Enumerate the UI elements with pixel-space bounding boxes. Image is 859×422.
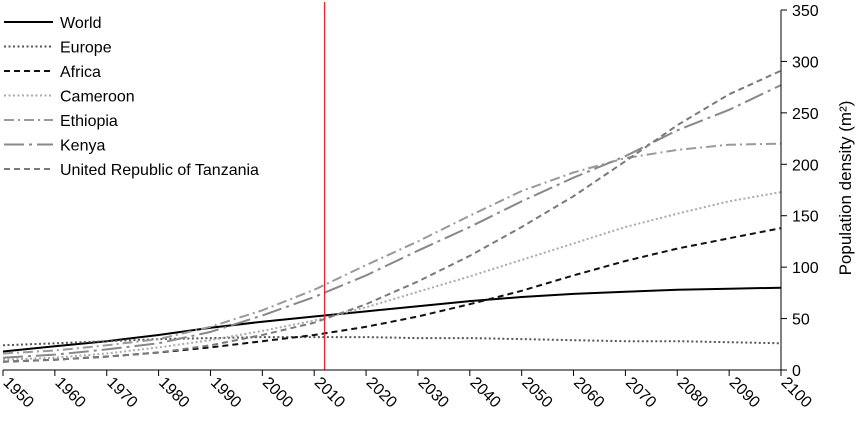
- legend-label: Cameroon: [60, 89, 135, 106]
- x-tick-label: 1990: [207, 374, 244, 411]
- legend-label: World: [60, 15, 102, 32]
- series-line-united-republic-of-tanzania: [2, 69, 782, 363]
- x-tick-label: 2020: [363, 374, 400, 411]
- legend-label: Europe: [60, 40, 112, 57]
- legend-item: World: [4, 15, 102, 32]
- legend-item: Africa: [4, 64, 101, 81]
- x-tick-label: 2010: [311, 374, 348, 411]
- x-tick-label: 1960: [51, 374, 88, 411]
- x-tick-label: 1980: [155, 374, 192, 411]
- legend-item: Europe: [4, 40, 112, 57]
- legend-label: Ethiopia: [60, 113, 118, 130]
- y-tick-label: 250: [792, 106, 819, 123]
- x-tick-label: 2000: [259, 374, 296, 411]
- series-line-kenya: [2, 84, 782, 359]
- legend-item: Cameroon: [4, 89, 135, 106]
- x-tick-label: 2070: [622, 374, 659, 411]
- y-tick-label: 150: [792, 209, 819, 226]
- series-line-africa: [2, 227, 782, 363]
- y-tick-label: 300: [792, 54, 819, 71]
- x-tick-label: 2040: [466, 374, 503, 411]
- series-line-ethiopia: [2, 142, 782, 355]
- legend-item: Ethiopia: [4, 113, 118, 130]
- x-tick-label: 2030: [415, 374, 452, 411]
- x-tick-label: 1950: [0, 374, 37, 411]
- x-tick-label: 2080: [674, 374, 711, 411]
- y-axis: 0 50 100 150 200 250 300 350: [780, 3, 819, 380]
- y-axis-title: Population density (m²): [836, 101, 855, 276]
- legend-item: United Republic of Tanzania: [4, 162, 259, 179]
- y-tick-label: 50: [792, 312, 810, 329]
- x-tick-label: 1970: [103, 374, 140, 411]
- x-axis: 1950 1960 1970 1980 1990 2000 2010 2020 2030 2040…: [0, 369, 815, 411]
- series-line-cameroon: [2, 191, 782, 361]
- y-tick-label: 100: [792, 260, 819, 277]
- series-lines: [2, 69, 782, 363]
- series-line-europe: [2, 336, 782, 347]
- y-tick-label: 200: [792, 157, 819, 174]
- legend: World Europe Africa Cameroon Ethiopia Kenya Un…: [4, 15, 259, 179]
- y-tick-label: 350: [792, 3, 819, 20]
- legend-label: Kenya: [60, 138, 105, 155]
- legend-item: Kenya: [4, 138, 105, 155]
- x-tick-label: 2060: [570, 374, 607, 411]
- legend-label: United Republic of Tanzania: [60, 162, 259, 179]
- x-tick-label: 2050: [518, 374, 555, 411]
- y-tick-label: 0: [792, 363, 801, 380]
- legend-label: Africa: [60, 64, 101, 81]
- series-line-world: [2, 286, 782, 353]
- x-tick-label: 2090: [726, 374, 763, 411]
